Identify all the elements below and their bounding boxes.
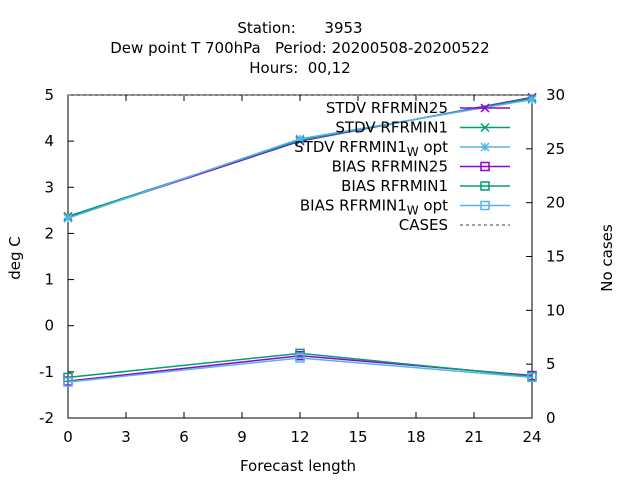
y2-tick-label: 25 bbox=[546, 140, 565, 158]
legend-entry: STDV RFRMIN25 bbox=[326, 99, 510, 117]
x-tick-label: 18 bbox=[406, 428, 425, 446]
y-axis-label: deg C bbox=[6, 236, 24, 280]
title-line-0: Station: 3953 bbox=[237, 19, 362, 37]
y-tick-label: -2 bbox=[39, 409, 54, 427]
x-tick-label: 0 bbox=[63, 428, 73, 446]
y-tick-label: 3 bbox=[44, 178, 54, 196]
x-axis-label: Forecast length bbox=[240, 457, 356, 475]
x-tick-label: 6 bbox=[179, 428, 189, 446]
point-marker bbox=[480, 122, 490, 133]
title-line-1: Dew point T 700hPa Period: 20200508-2020… bbox=[110, 39, 489, 57]
y-tick-label: -1 bbox=[39, 363, 54, 381]
point-marker bbox=[63, 377, 73, 387]
y2-tick-label: 15 bbox=[546, 248, 565, 266]
y2-tick-label: 10 bbox=[546, 301, 565, 319]
legend-label: CASES bbox=[399, 216, 448, 234]
legend-label: STDV RFRMIN1 bbox=[335, 119, 448, 137]
y2-tick-label: 20 bbox=[546, 194, 565, 212]
x-tick-label: 3 bbox=[121, 428, 131, 446]
x-tick-label: 12 bbox=[290, 428, 309, 446]
legend-entry: STDV RFRMIN1 bbox=[335, 119, 510, 137]
point-marker bbox=[295, 134, 305, 144]
point-marker bbox=[480, 181, 490, 191]
title-line-2: Hours: 00,12 bbox=[249, 59, 350, 77]
y2-tick-label: 0 bbox=[546, 409, 556, 427]
y2-axis-label: No cases bbox=[598, 224, 616, 292]
legend-entry: BIAS RFRMIN1W opt bbox=[300, 197, 510, 218]
x-tick-label: 24 bbox=[522, 428, 541, 446]
legend-label: BIAS RFRMIN25 bbox=[332, 158, 448, 176]
y2-tick-label: 30 bbox=[546, 86, 565, 104]
series-5 bbox=[63, 353, 537, 387]
y-tick-label: 5 bbox=[44, 86, 54, 104]
point-marker bbox=[480, 142, 490, 152]
point-marker bbox=[63, 213, 73, 223]
legend-label: BIAS RFRMIN1W opt bbox=[300, 197, 448, 218]
point-marker bbox=[480, 161, 490, 172]
series-layer bbox=[63, 92, 537, 387]
point-marker bbox=[527, 372, 537, 383]
x-tick-label: 15 bbox=[348, 428, 367, 446]
point-marker bbox=[527, 95, 537, 105]
y2-tick-label: 5 bbox=[546, 355, 556, 373]
legend-entry: CASES bbox=[399, 216, 510, 234]
series-line bbox=[67, 357, 533, 383]
legend-entry: BIAS RFRMIN1 bbox=[341, 177, 510, 195]
point-marker bbox=[480, 103, 490, 113]
chart-title: Station: 3953 Dew point T 700hPa Period: … bbox=[110, 19, 489, 77]
legend-label: STDV RFRMIN1W opt bbox=[294, 138, 448, 159]
point-marker bbox=[295, 353, 305, 363]
y-tick-label: 2 bbox=[44, 224, 54, 242]
series-2 bbox=[63, 95, 537, 223]
legend-entry: STDV RFRMIN1W opt bbox=[294, 138, 510, 159]
point-marker bbox=[480, 200, 490, 211]
legend-label: STDV RFRMIN25 bbox=[326, 99, 448, 117]
x-tick-label: 21 bbox=[464, 428, 483, 446]
y-tick-label: 1 bbox=[44, 271, 54, 289]
legend-entry: BIAS RFRMIN25 bbox=[332, 158, 510, 176]
y-tick-label: 4 bbox=[44, 132, 54, 150]
x-tick-label: 9 bbox=[237, 428, 247, 446]
legend-label: BIAS RFRMIN1 bbox=[341, 177, 448, 195]
y-tick-label: 0 bbox=[44, 317, 54, 335]
